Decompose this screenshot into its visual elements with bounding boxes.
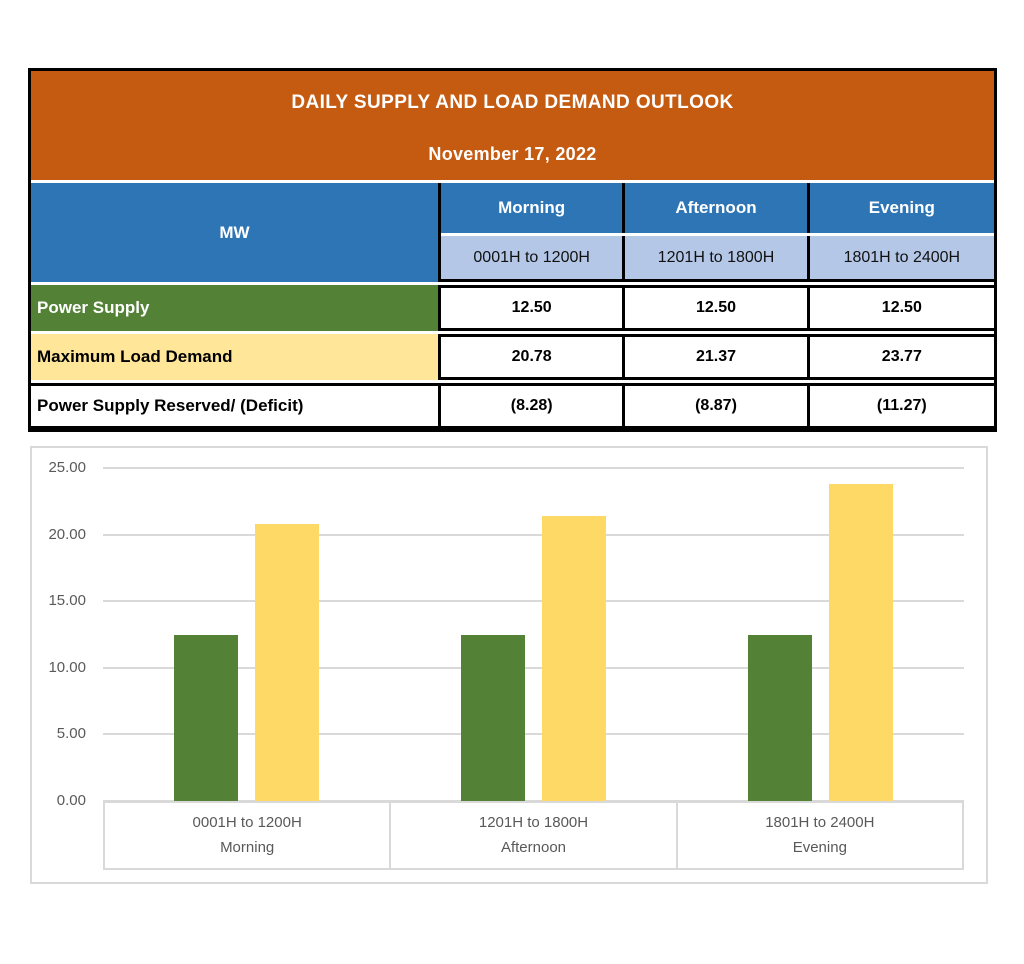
power-supply-bar xyxy=(461,634,525,801)
power-supply-bar xyxy=(174,634,238,801)
hours-header-row: 0001H to 1200H 1201H to 1800H 1801H to 2… xyxy=(31,236,994,282)
y-axis-tick-label: 20.00 xyxy=(48,525,86,543)
table-title: DAILY SUPPLY AND LOAD DEMAND OUTLOOK xyxy=(291,92,734,113)
y-axis-tick-label: 5.00 xyxy=(56,725,86,743)
y-axis-tick-label: 10.00 xyxy=(48,658,86,676)
period-header-evening: Evening xyxy=(809,183,994,233)
max-load-demand-afternoon-value: 21.37 xyxy=(625,334,810,380)
max-load-demand-morning-value: 20.78 xyxy=(441,334,626,380)
reserve-deficit-morning-value: (8.28) xyxy=(441,383,626,429)
period-header-row: MW Morning Afternoon Evening xyxy=(31,183,994,282)
category-period-label: Morning xyxy=(220,839,275,856)
x-axis-category-cell: 1201H to 1800H Afternoon xyxy=(391,803,678,868)
x-axis-category-cell: 1801H to 2400H Evening xyxy=(678,803,962,868)
hours-header-evening: 1801H to 2400H xyxy=(809,236,994,282)
y-axis-tick-label: 0.00 xyxy=(56,792,86,809)
y-gridline xyxy=(103,666,964,669)
max-load-demand-bar xyxy=(829,484,893,801)
supply-demand-table: MW Morning Afternoon Evening 0001H to 12… xyxy=(31,180,994,429)
power-supply-row: Power Supply 12.50 12.50 12.50 xyxy=(31,285,994,331)
reserve-deficit-afternoon-value: (8.87) xyxy=(625,383,810,429)
max-load-demand-bar xyxy=(255,524,319,801)
reserve-deficit-row: Power Supply Reserved/ (Deficit) (8.28) … xyxy=(31,383,994,429)
category-hours-label: 1201H to 1800H xyxy=(478,814,589,831)
power-supply-morning-value: 12.50 xyxy=(441,285,626,331)
category-period-label: Afternoon xyxy=(500,839,567,856)
outlook-table: DAILY SUPPLY AND LOAD DEMAND OUTLOOK Nov… xyxy=(28,68,997,432)
max-load-demand-row: Maximum Load Demand 20.78 21.37 23.77 xyxy=(31,334,994,380)
table-date: November 17, 2022 xyxy=(428,144,597,164)
mw-header-cell: MW xyxy=(31,183,441,282)
category-period-label: Evening xyxy=(792,839,847,856)
row-label-power-supply: Power Supply xyxy=(31,285,441,331)
category-hours-label: 1801H to 2400H xyxy=(765,814,875,831)
x-axis-category-box: 0001H to 1200H Morning 1201H to 1800H After… xyxy=(103,801,964,870)
category-hours-label: 0001H to 1200H xyxy=(192,814,302,831)
table-title-banner: DAILY SUPPLY AND LOAD DEMAND OUTLOOK Nov… xyxy=(31,71,994,183)
row-label-reserve-deficit: Power Supply Reserved/ (Deficit) xyxy=(31,383,441,429)
supply-demand-bar-chart: 0.00 5.00 10.00 15.00 20.00 25.00 0001H to 120… xyxy=(30,446,988,884)
max-load-demand-evening-value: 23.77 xyxy=(809,334,994,380)
period-header-morning: Morning xyxy=(441,183,626,233)
period-header-afternoon: Afternoon xyxy=(625,183,810,233)
power-supply-bar xyxy=(748,634,812,801)
y-gridline xyxy=(103,533,964,536)
power-supply-evening-value: 12.50 xyxy=(809,285,994,331)
y-gridline xyxy=(103,467,964,469)
reserve-deficit-evening-value: (11.27) xyxy=(809,383,994,429)
x-axis-category-cell: 0001H to 1200H Morning xyxy=(105,803,392,868)
y-gridline xyxy=(103,733,964,736)
hours-header-morning: 0001H to 1200H xyxy=(441,236,626,282)
max-load-demand-bar xyxy=(542,516,606,801)
row-label-max-load-demand: Maximum Load Demand xyxy=(31,334,441,380)
power-supply-afternoon-value: 12.50 xyxy=(625,285,810,331)
y-gridline xyxy=(103,600,964,603)
y-axis-tick-label: 25.00 xyxy=(48,459,86,476)
hours-header-afternoon: 1201H to 1800H xyxy=(625,236,810,282)
y-axis-tick-label: 15.00 xyxy=(48,592,86,610)
